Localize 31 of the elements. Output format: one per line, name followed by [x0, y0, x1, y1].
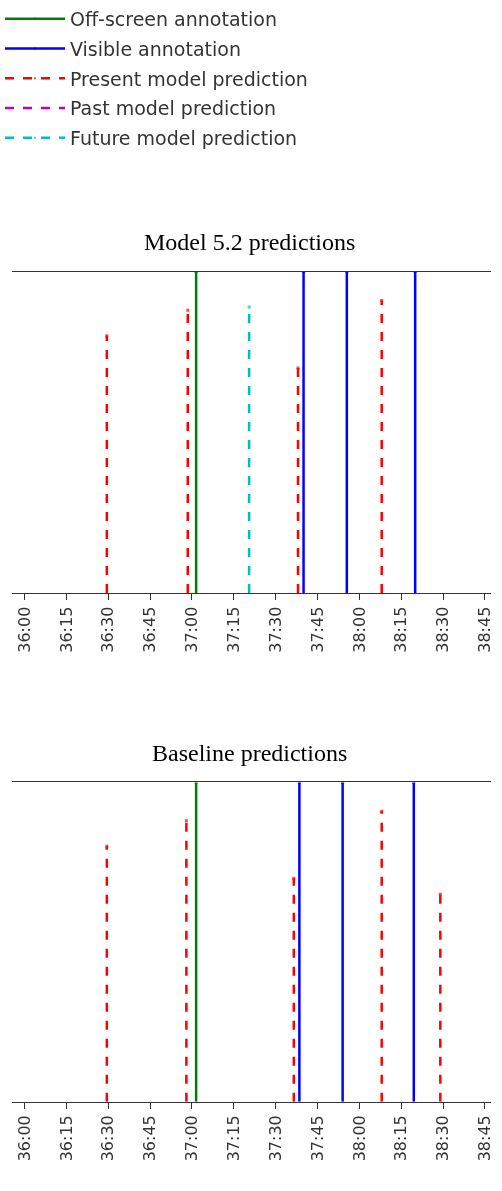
x-tick-label: 37:45 [307, 606, 327, 653]
x-tick-label: 37:00 [182, 1115, 202, 1162]
chart-title: Model 5.2 predictions [144, 229, 356, 255]
x-tick-label: 37:15 [224, 606, 243, 653]
x-tick-label: 38:15 [391, 1115, 411, 1162]
x-tick-label: 38:30 [433, 606, 453, 653]
x-tick-label: 37:00 [182, 606, 202, 653]
legend-label: Visible annotation [70, 37, 241, 60]
x-tick-label: 36:30 [98, 606, 118, 653]
x-tick-label: 36:15 [56, 1115, 76, 1162]
x-tick-label: 37:30 [265, 1115, 285, 1162]
x-tick-label: 37:30 [265, 606, 285, 653]
x-tick-label: 36:45 [140, 606, 160, 653]
x-tick-label: 36:00 [14, 1115, 34, 1162]
legend-label: Past model prediction [70, 97, 277, 120]
chart-title: Baseline predictions [152, 740, 348, 766]
legend-label: Off-screen annotation [70, 8, 277, 31]
x-tick-label: 38:15 [391, 606, 411, 653]
x-tick-label: 37:45 [307, 1115, 327, 1162]
x-tick-label: 38:00 [349, 1115, 369, 1162]
x-tick-label: 37:15 [224, 1115, 243, 1162]
legend-label: Future model prediction [70, 127, 298, 150]
x-tick-label: 38:45 [475, 1115, 495, 1162]
x-tick-label: 36:15 [56, 606, 76, 653]
x-tick-label: 36:00 [14, 606, 34, 653]
x-tick-label: 38:00 [349, 606, 369, 653]
x-tick-label: 36:30 [98, 1115, 118, 1162]
x-tick-label: 36:45 [140, 1115, 160, 1162]
x-tick-label: 38:30 [433, 1115, 453, 1162]
x-tick-label: 38:45 [475, 606, 495, 653]
legend-label: Present model prediction [70, 67, 308, 90]
